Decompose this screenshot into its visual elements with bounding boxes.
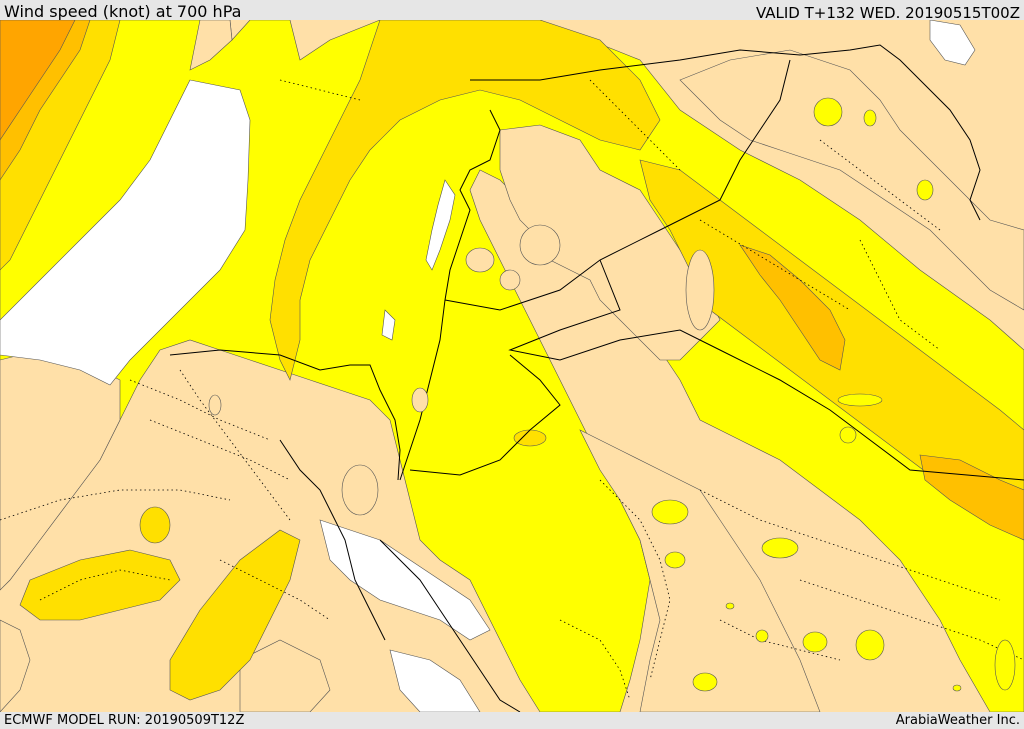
missing-data-region xyxy=(929,20,976,66)
wind-band-amber xyxy=(919,454,1024,541)
wind-band-gold xyxy=(269,20,661,381)
model-run: ECMWF MODEL RUN: 20190509T12Z xyxy=(4,713,245,728)
footer-bar: ECMWF MODEL RUN: 20190509T12Z ArabiaWeat… xyxy=(0,712,1024,729)
valid-time: VALID T+132 WED. 20190515T00Z xyxy=(755,4,1020,22)
wind-band-light-patch xyxy=(239,639,331,712)
missing-data-region xyxy=(425,179,456,271)
wind-band-yellow xyxy=(0,20,1024,712)
wind-band-gold xyxy=(169,529,301,701)
missing-data-region xyxy=(389,649,481,712)
missing-data-region xyxy=(381,309,396,341)
wind-band-gold xyxy=(139,506,171,544)
wind-band-amber xyxy=(739,244,846,371)
wind-band-light-patch xyxy=(679,49,1024,311)
wind-band-gold xyxy=(19,549,181,621)
wind-band-light-patch xyxy=(189,20,233,71)
wind-band-light-spots xyxy=(208,224,715,516)
political-boundaries xyxy=(169,44,1024,712)
brand-credit: ArabiaWeather Inc. xyxy=(895,713,1020,728)
chart-title: Wind speed (knot) at 700 hPa xyxy=(4,2,242,21)
title-bar: Wind speed (knot) at 700 hPa VALID T+132… xyxy=(0,0,1024,22)
wind-band-yellow-spots xyxy=(651,97,1016,692)
wind-band-orange xyxy=(0,20,76,141)
admin-boundaries xyxy=(0,79,1024,701)
missing-data-region xyxy=(319,519,491,641)
wind-band-gold xyxy=(513,429,547,447)
wind-band-light-patch xyxy=(0,619,31,712)
missing-data-region xyxy=(0,79,251,386)
wind-speed-map xyxy=(0,20,1024,712)
map-canvas xyxy=(0,20,1024,712)
